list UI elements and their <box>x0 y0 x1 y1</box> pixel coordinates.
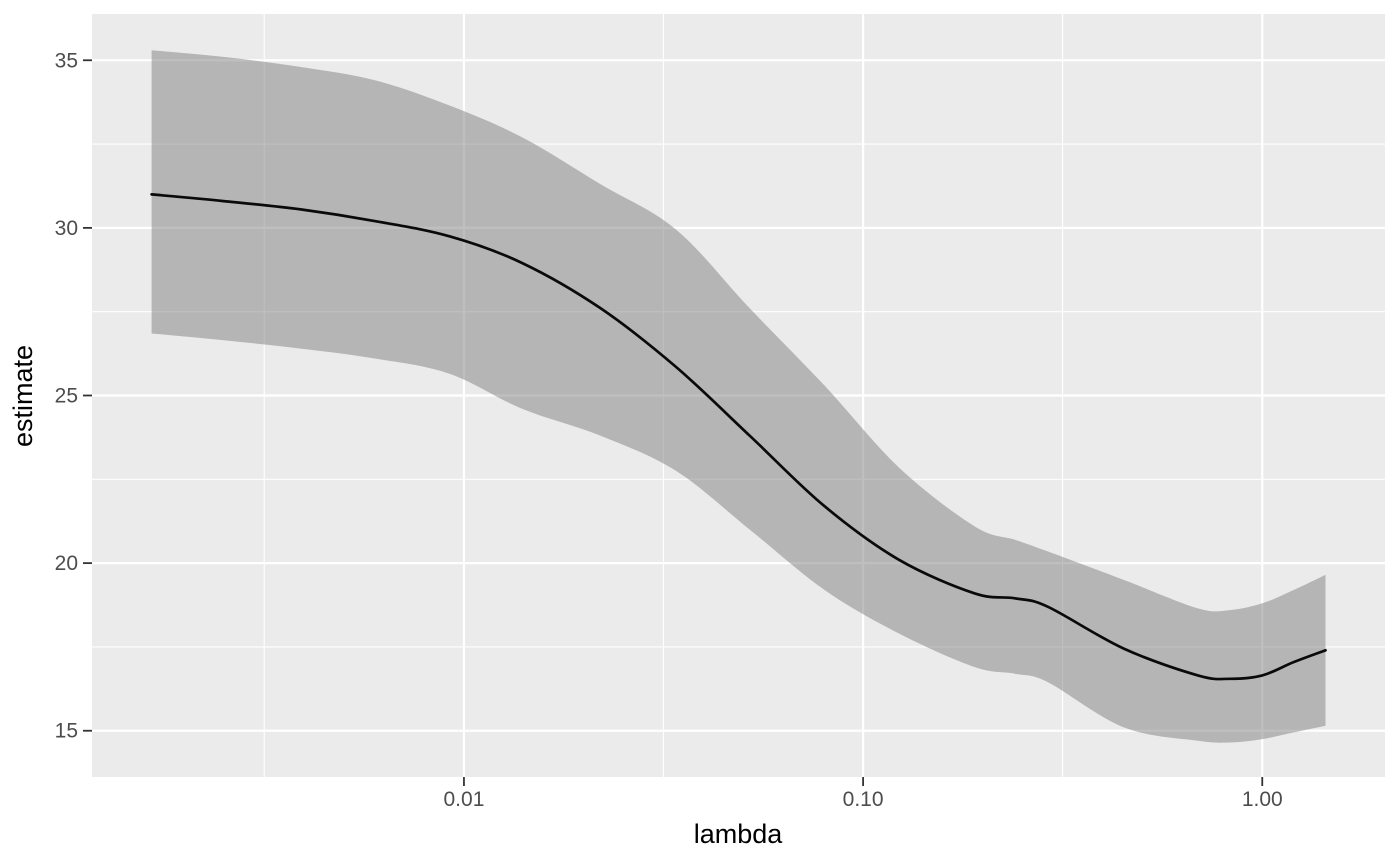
confidence-ribbon <box>151 50 1326 743</box>
y-tick-label: 30 <box>55 217 78 240</box>
x-tick-label: 0.01 <box>444 788 485 811</box>
estimate-line <box>150 193 1327 681</box>
x-axis-title: lambda <box>694 819 784 849</box>
y-tick-label: 15 <box>55 720 78 743</box>
y-tick-label: 20 <box>55 552 78 575</box>
x-tick-label: 0.10 <box>843 788 884 811</box>
x-tick-label: 1.00 <box>1242 788 1283 811</box>
y-tick-label: 25 <box>55 385 78 408</box>
y-tick-label: 35 <box>55 49 78 72</box>
y-axis-title: estimate <box>8 345 38 447</box>
